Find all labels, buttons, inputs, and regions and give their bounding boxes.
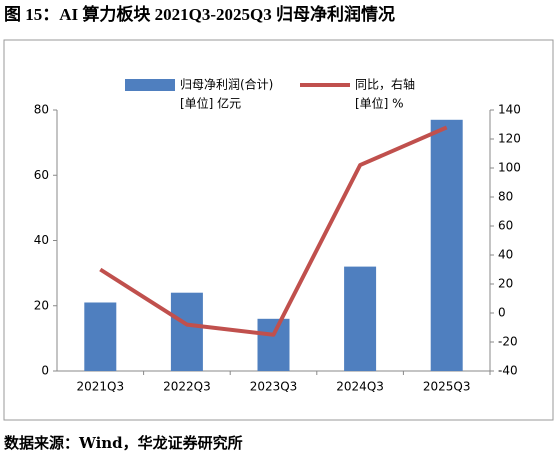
y2-tick-label: 140 (498, 103, 521, 117)
legend-unit: [单位] 亿元 (180, 96, 241, 111)
bar (170, 292, 203, 371)
y-tick-label: 0 (41, 364, 49, 378)
x-tick-label: 2024Q3 (336, 380, 384, 394)
bar (257, 318, 290, 371)
legend-label: 同比，右轴 (355, 77, 415, 92)
y2-tick-label: 100 (498, 161, 521, 175)
x-tick-label: 2021Q3 (76, 380, 124, 394)
legend-label: 归母净利润(合计) (180, 77, 273, 92)
line (99, 125, 448, 337)
source: 数据来源：Wind，华龙证券研究所 (4, 434, 243, 452)
x-tick-label: 2025Q3 (423, 380, 471, 394)
y2-tick-label: 20 (498, 277, 513, 291)
y-tick-label: 60 (34, 168, 49, 182)
bar (84, 302, 117, 371)
y2-tick-label: 120 (498, 132, 521, 146)
chart-title: 图 15：AI 算力板块 2021Q3-2025Q3 归母净利润情况 (4, 4, 395, 24)
x-tick-label: 2022Q3 (163, 380, 211, 394)
bar (344, 266, 377, 371)
bar (430, 119, 463, 371)
legend-swatch (125, 79, 175, 91)
y-tick-label: 20 (34, 298, 49, 312)
x-tick-label: 2023Q3 (250, 380, 298, 394)
legend-unit: [单位] % (355, 96, 404, 111)
y-tick-label: 80 (34, 103, 49, 117)
y-tick-label: 40 (34, 233, 49, 247)
y2-tick-label: 40 (498, 248, 513, 262)
y2-tick-label: 80 (498, 190, 513, 204)
y2-tick-label: -40 (498, 364, 518, 378)
y2-tick-label: 60 (498, 219, 513, 233)
y2-tick-label: -20 (498, 335, 518, 349)
y2-tick-label: 0 (498, 306, 506, 320)
chart-frame (3, 39, 554, 421)
